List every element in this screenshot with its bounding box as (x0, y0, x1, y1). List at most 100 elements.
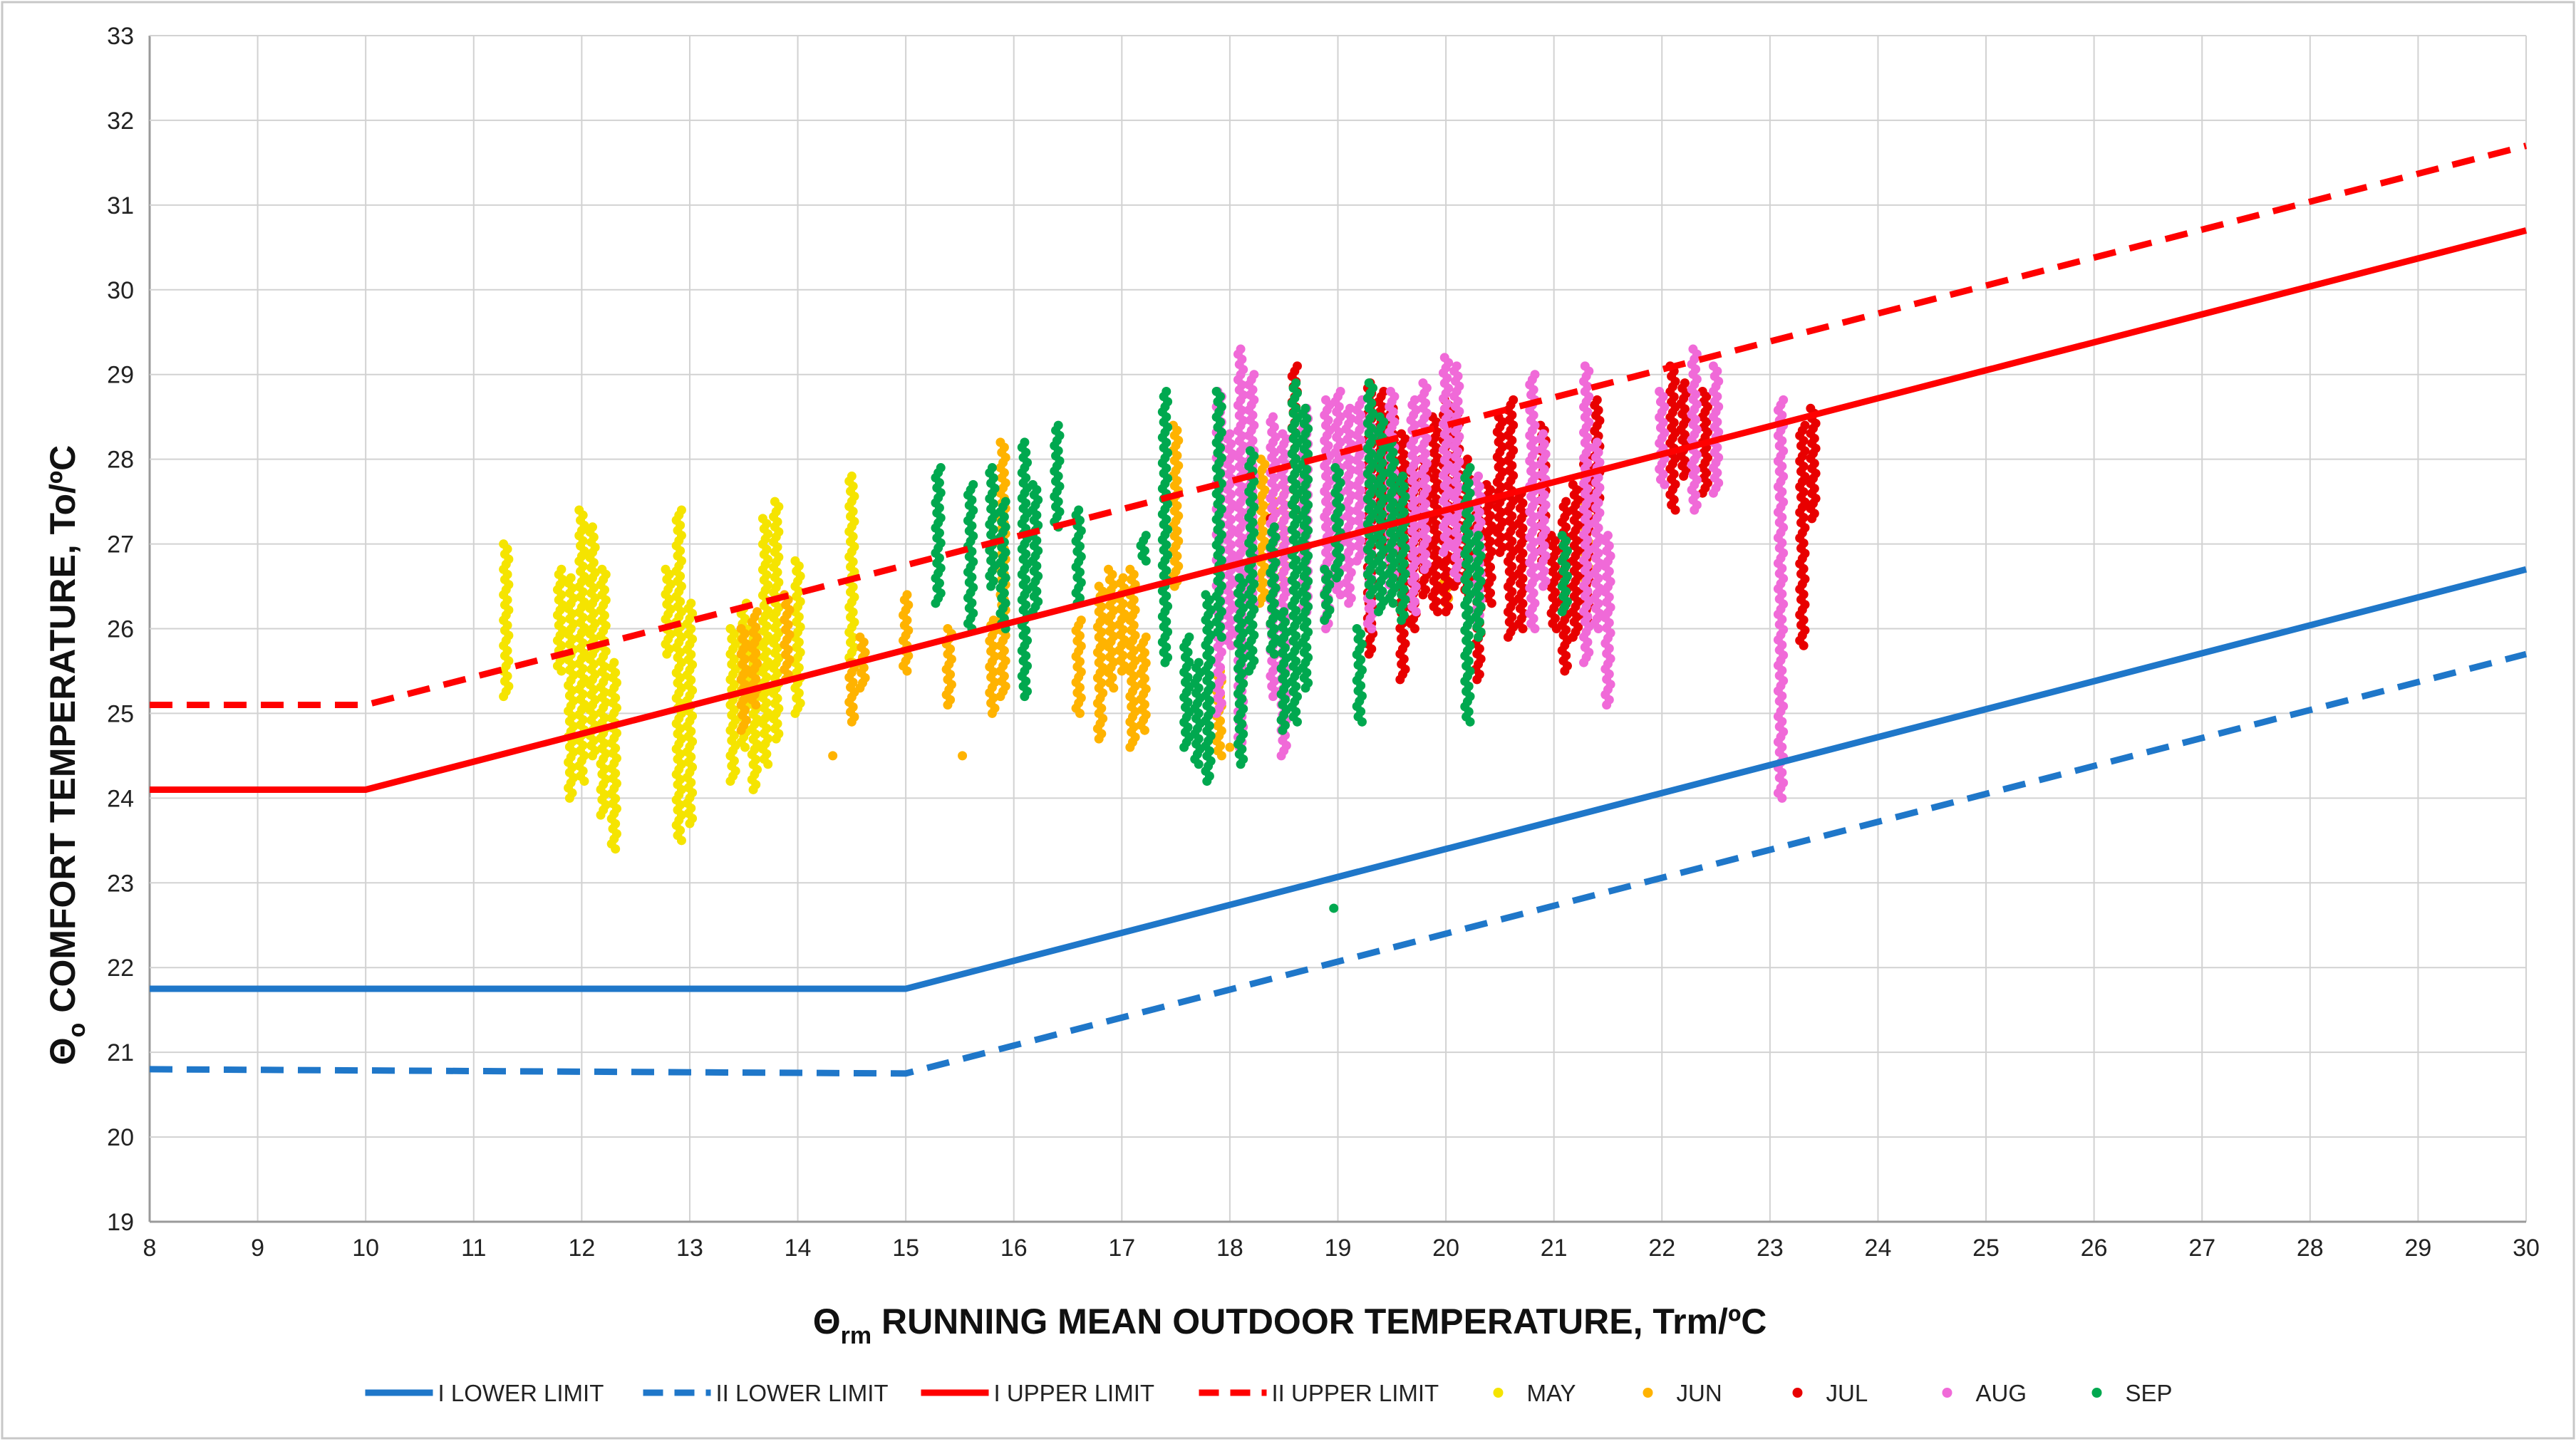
point-sep (1194, 658, 1204, 668)
legend-item-ii-lower-limit: II LOWER LIMIT (643, 1380, 889, 1406)
point-aug (1452, 361, 1462, 371)
point-may (566, 573, 576, 583)
legend-item-aug: AUG (1942, 1380, 2027, 1406)
point-jun (736, 624, 746, 633)
x-tick-label: 10 (352, 1235, 379, 1262)
series-may (499, 471, 859, 854)
point-aug (1603, 531, 1613, 541)
legend-swatch-aug (1942, 1388, 1952, 1398)
y-tick-label: 33 (107, 23, 134, 50)
y-tick-label: 28 (107, 447, 134, 474)
legend-swatch-sep (2091, 1388, 2102, 1398)
y-tick-label: 31 (107, 192, 134, 219)
point-aug (1580, 361, 1590, 371)
point-sep (1000, 497, 1010, 507)
point-aug (1236, 344, 1246, 354)
x-axis-symbol: Θ (813, 1302, 841, 1341)
point-may (757, 514, 767, 524)
series-aug (1211, 344, 1789, 803)
x-tick-label: 20 (1432, 1235, 1459, 1262)
legend-swatch-jun (1643, 1388, 1653, 1398)
limit-lines (149, 142, 2528, 1077)
y-tick-label: 32 (107, 108, 134, 135)
y-tick-label: 24 (107, 785, 134, 812)
point-may (557, 564, 567, 574)
legend-item-i-upper-limit: I UPPER LIMIT (921, 1380, 1155, 1406)
y-axis-label: COMFORT TEMPERATURE, To/ºC (43, 445, 83, 1023)
line-i-lower-limit (150, 566, 2528, 992)
point-sep (1474, 531, 1484, 541)
x-tick-label: 12 (568, 1235, 595, 1262)
point-aug (1779, 395, 1789, 405)
x-tick-label: 26 (2081, 1235, 2108, 1262)
y-tick-label: 25 (107, 700, 134, 727)
point-aug (1474, 471, 1484, 481)
legend-label-jun: JUN (1677, 1380, 1722, 1406)
point-may (725, 624, 735, 633)
y-tick-label: 26 (107, 616, 134, 643)
x-tick-label: 21 (1541, 1235, 1568, 1262)
point-jul (1680, 378, 1690, 388)
point-jun (1076, 615, 1086, 625)
legend-label-ii-upper-limit: II UPPER LIMIT (1272, 1380, 1439, 1406)
x-tick-label: 27 (2188, 1235, 2215, 1262)
y-tick-label: 21 (107, 1039, 134, 1066)
point-may (499, 539, 509, 549)
y-tick-label: 19 (107, 1209, 134, 1236)
point-sep (1269, 522, 1279, 532)
y-tick-label: 20 (107, 1124, 134, 1151)
point-sep (936, 463, 946, 473)
y-tick-label: 27 (107, 531, 134, 559)
point-may (790, 556, 800, 566)
point-jul (1379, 387, 1389, 396)
x-tick-label: 19 (1325, 1235, 1352, 1262)
point-sep (1028, 479, 1038, 489)
point-jul (1592, 395, 1602, 405)
x-tick-label: 11 (461, 1235, 486, 1262)
point-sep (1184, 632, 1194, 642)
point-aug (1655, 387, 1665, 396)
point-may (847, 471, 857, 481)
point-may (609, 658, 619, 668)
point-aug (1278, 429, 1288, 439)
point-sep (1465, 463, 1475, 473)
point-aug (1530, 370, 1540, 380)
legend-item-i-lower-limit: I LOWER LIMIT (365, 1380, 604, 1406)
point-aug (1345, 403, 1355, 413)
x-tick-label: 8 (143, 1235, 157, 1262)
y-tick-label: 30 (107, 277, 134, 304)
x-tick-label: 29 (2404, 1235, 2431, 1262)
point-sep (1074, 505, 1084, 515)
x-tick-label: 16 (1000, 1235, 1028, 1262)
x-tick-label: 25 (1972, 1235, 2000, 1262)
point-jun (1094, 581, 1104, 591)
point-aug (1592, 437, 1602, 447)
legend-item-may: MAY (1493, 1380, 1576, 1406)
point-jul (1568, 479, 1578, 489)
point-aug (1335, 387, 1345, 396)
point-aug (1688, 344, 1698, 354)
point-jul (1800, 420, 1810, 430)
legend: I LOWER LIMIT II LOWER LIMIT I UPPER LIMIT… (365, 1380, 2173, 1406)
legend-label-aug: AUG (1976, 1380, 2027, 1406)
y-axis-title: Θo COMFORT TEMPERATURE, To/ºC (43, 445, 90, 1065)
legend-label-i-upper-limit: I UPPER LIMIT (994, 1380, 1155, 1406)
point-sep (1320, 564, 1330, 574)
point-jun (988, 615, 998, 625)
x-tick-label: 17 (1108, 1235, 1135, 1262)
x-tick-label: 28 (2297, 1235, 2324, 1262)
point-jun (943, 624, 953, 633)
point-aug (1439, 353, 1449, 363)
point-sep (987, 463, 997, 473)
y-tick-label: 29 (107, 362, 134, 389)
point-jul (1293, 361, 1303, 371)
point-jun (1141, 632, 1151, 642)
point-sep (1330, 463, 1340, 473)
point-sep (1397, 471, 1407, 481)
scatter-points (499, 344, 1821, 913)
legend-label-jul: JUL (1826, 1380, 1868, 1406)
point-sep (968, 479, 978, 489)
legend-label-may: MAY (1527, 1380, 1576, 1406)
point-aug (1268, 412, 1278, 422)
point-jun (1104, 564, 1114, 574)
